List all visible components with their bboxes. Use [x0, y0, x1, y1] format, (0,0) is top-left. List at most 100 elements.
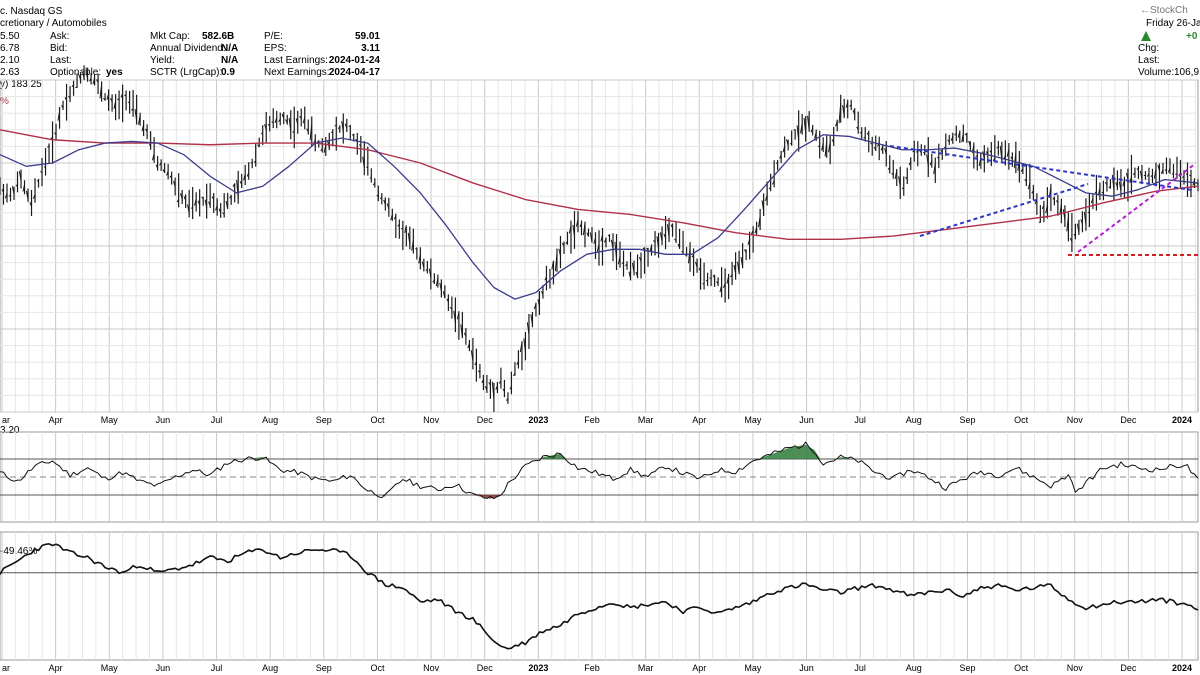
price-bar-open	[474, 361, 477, 366]
month-label: Sep	[316, 415, 332, 425]
price-bar-open	[681, 250, 684, 253]
month-label: Aug	[262, 415, 278, 425]
price-bar-open	[89, 77, 92, 82]
price-bar-open	[803, 117, 807, 134]
price-bar-open	[863, 136, 866, 139]
month-label: Nov	[1067, 663, 1084, 673]
price-bar-open	[985, 151, 989, 155]
price-bar-open	[782, 145, 786, 153]
price-bar-open	[975, 155, 978, 157]
price-bar-open	[568, 225, 572, 234]
price-bar-open	[1, 189, 4, 193]
month-label: Feb	[584, 415, 600, 425]
month-label: Oct	[370, 415, 385, 425]
price-bar-open	[61, 105, 64, 108]
next-earnings-value: 2024-04-17	[328, 67, 380, 78]
price-bar-open	[253, 160, 257, 163]
price-bar-open	[57, 111, 61, 121]
price-bar-open	[418, 254, 421, 264]
price-bar-open	[1153, 168, 1157, 179]
price-bar-open	[1076, 223, 1080, 233]
price-bar-open	[99, 84, 103, 99]
price-bar-open	[800, 123, 803, 134]
price-bar-open	[257, 144, 260, 148]
month-label: Oct	[1014, 415, 1029, 425]
month-label: Jun	[799, 415, 814, 425]
price-bar-open	[411, 240, 414, 251]
price-bar-open	[943, 146, 947, 149]
price-bar-open	[1024, 179, 1027, 182]
optionable-value: yes	[106, 67, 123, 78]
price-bar-open	[719, 285, 723, 293]
price-bar-open	[285, 119, 288, 124]
rs-label: -49.46%	[0, 546, 38, 557]
price-bar-open	[197, 200, 201, 206]
rsi-overbought-fill	[541, 453, 566, 459]
overlay-legend: y) 183.25	[0, 79, 42, 90]
price-bar-open	[1013, 152, 1017, 169]
price-bar-open	[323, 144, 327, 153]
price-bar-open	[173, 180, 176, 188]
month-label: Mar	[638, 415, 654, 425]
date-label: Friday 26-Ja	[1146, 18, 1200, 29]
price-bar-open	[435, 278, 439, 287]
month-label: Jul	[854, 415, 866, 425]
price-bar-open	[376, 194, 379, 197]
month-label: May	[744, 663, 762, 673]
price-bar-open	[852, 109, 856, 116]
price-bar-open	[915, 150, 919, 153]
dividend-value: N/A	[221, 43, 239, 54]
price-bar-open	[526, 322, 530, 335]
price-bar-open	[740, 256, 744, 268]
price-bar-open	[1129, 176, 1132, 184]
price-bar-open	[390, 214, 393, 221]
month-label: ar	[2, 415, 10, 425]
bid-label: Bid:	[50, 43, 68, 54]
price-bar-open	[663, 233, 667, 239]
price-bar-open	[765, 194, 768, 201]
price-bar-open	[334, 124, 337, 127]
price-bar-open	[1090, 197, 1094, 204]
price-bar-open	[264, 123, 267, 131]
price-bar-open	[1066, 216, 1069, 232]
price-bar-open	[603, 238, 607, 243]
price-bar-open	[120, 93, 124, 98]
sector-label: cretionary / Automobiles	[0, 18, 107, 29]
price-bar-open	[15, 184, 18, 187]
month-label: 2023	[528, 663, 548, 673]
yield-label: Yield:	[150, 55, 175, 66]
price-bar-open	[449, 306, 453, 310]
price-bar-open	[421, 261, 425, 268]
price-bar-open	[937, 156, 939, 159]
price-bar-open	[222, 212, 225, 215]
price-bar-open	[737, 261, 740, 274]
rsi-overbought-fill	[758, 444, 820, 459]
price-bar-open	[593, 237, 596, 245]
price-bar-open	[695, 261, 698, 268]
price-bar-open	[239, 181, 243, 185]
price-bar-open	[1069, 237, 1073, 242]
price-bar-open	[1157, 164, 1160, 171]
price-bar-open	[901, 187, 905, 190]
volume-label: Volume:	[1138, 67, 1175, 78]
month-label: May	[101, 415, 119, 425]
price-bar-open	[687, 247, 691, 264]
month-label: May	[101, 663, 119, 673]
price-bar-open	[495, 385, 498, 390]
month-label: Nov	[423, 663, 440, 673]
price-bar-open	[898, 176, 901, 187]
price-bar-open	[1087, 211, 1090, 214]
price-bar-open	[1045, 204, 1048, 214]
last-label: Last:	[50, 55, 72, 66]
price-bar-open	[989, 150, 992, 153]
price-bar-open	[106, 93, 110, 100]
price-bar-open	[169, 175, 173, 179]
price-bar-open	[761, 200, 765, 212]
sctr-label: SCTR (LrgCap):	[150, 67, 223, 78]
price-bar-open	[670, 224, 674, 229]
month-label: May	[744, 415, 762, 425]
month-label: Apr	[49, 415, 63, 425]
price-bar-open	[341, 121, 344, 133]
price-bar-open	[1108, 185, 1111, 189]
price-bar-open	[772, 180, 775, 185]
